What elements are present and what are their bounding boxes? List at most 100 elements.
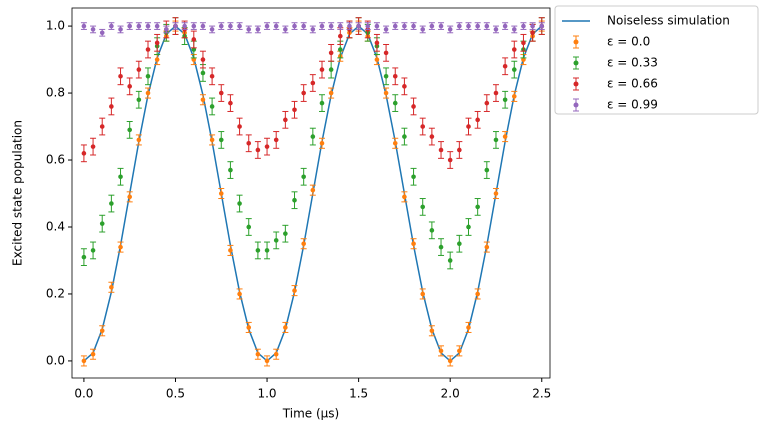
data-point — [109, 104, 114, 109]
error-point — [419, 198, 426, 216]
error-point — [245, 321, 252, 333]
error-point — [483, 94, 490, 112]
data-point — [136, 97, 142, 103]
y-tick-label: 0.0 — [46, 353, 65, 367]
error-point — [392, 94, 399, 112]
data-point — [411, 241, 416, 247]
error-point — [135, 60, 142, 79]
error-point — [245, 134, 252, 153]
data-point — [374, 57, 380, 62]
error-point — [126, 121, 133, 139]
error-point — [218, 22, 225, 30]
error-point — [511, 25, 518, 34]
x-tick-label: 2.5 — [532, 387, 551, 401]
data-point — [99, 221, 105, 226]
data-point — [484, 167, 490, 173]
error-point — [117, 25, 124, 34]
data-point — [374, 40, 380, 46]
error-point — [145, 87, 152, 99]
error-point — [273, 348, 280, 360]
data-point — [81, 151, 87, 156]
error-point — [328, 43, 335, 62]
error-point — [282, 25, 289, 34]
error-point — [309, 74, 316, 92]
error-point — [337, 27, 344, 45]
data-point — [81, 254, 87, 260]
data-point — [283, 231, 288, 236]
data-point — [154, 23, 160, 29]
data-point — [502, 63, 508, 69]
data-point — [200, 23, 206, 29]
data-point — [530, 30, 535, 36]
error-point — [511, 90, 518, 102]
error-point — [465, 321, 472, 333]
data-point — [310, 187, 316, 193]
data-point — [338, 47, 343, 52]
data-point — [301, 174, 306, 180]
error-point — [337, 22, 344, 30]
data-point — [255, 27, 261, 32]
data-point — [154, 57, 160, 62]
error-point — [428, 127, 435, 146]
error-point — [373, 22, 380, 30]
data-point — [228, 23, 233, 29]
legend-marker — [573, 81, 579, 87]
data-point — [246, 140, 252, 146]
error-point — [291, 191, 298, 210]
data-point — [228, 248, 233, 253]
error-point — [254, 25, 261, 34]
error-point — [346, 22, 353, 30]
data-point — [457, 241, 462, 247]
error-point — [218, 187, 225, 200]
error-point — [227, 22, 234, 30]
data-point — [273, 238, 279, 243]
data-point — [127, 194, 132, 200]
data-point — [347, 23, 352, 29]
error-point — [492, 84, 499, 102]
error-point — [90, 348, 97, 360]
error-point — [209, 134, 216, 146]
error-point — [90, 25, 97, 34]
data-point — [365, 23, 371, 29]
error-point — [502, 57, 509, 76]
error-point — [108, 194, 115, 213]
data-point — [447, 157, 453, 163]
error-point — [483, 161, 490, 179]
legend: Noiseless simulation ε = 0.0 ε = 0.33 ε = 0… — [554, 5, 759, 115]
error-point — [218, 84, 225, 102]
error-point — [300, 22, 307, 30]
error-point — [80, 355, 87, 367]
error-point — [309, 184, 316, 196]
data-point — [264, 248, 270, 253]
data-point — [319, 100, 325, 106]
data-point — [447, 358, 453, 364]
error-point — [465, 218, 472, 236]
data-point — [191, 57, 197, 62]
data-point — [127, 127, 132, 133]
data-point — [90, 144, 96, 149]
data-point — [90, 27, 96, 32]
error-point — [282, 224, 289, 243]
legend-label: Noiseless simulation — [607, 14, 730, 28]
error-point — [428, 22, 435, 30]
error-point — [90, 241, 97, 260]
error-point — [282, 110, 289, 129]
error-point — [80, 248, 87, 266]
error-point — [438, 141, 445, 159]
error-point — [273, 22, 280, 30]
data-point — [246, 27, 252, 32]
error-point — [163, 25, 170, 34]
data-point — [273, 351, 279, 357]
data-point — [109, 284, 114, 290]
error-point — [172, 22, 179, 30]
error-point — [154, 54, 161, 66]
error-point — [410, 238, 417, 250]
error-point — [181, 22, 188, 30]
error-point — [209, 67, 216, 86]
data-point — [255, 248, 261, 253]
data-point — [273, 137, 279, 143]
y-axis-label: Excited state population — [11, 120, 25, 266]
error-point — [300, 84, 307, 102]
data-point — [191, 47, 197, 52]
error-point — [456, 234, 463, 253]
